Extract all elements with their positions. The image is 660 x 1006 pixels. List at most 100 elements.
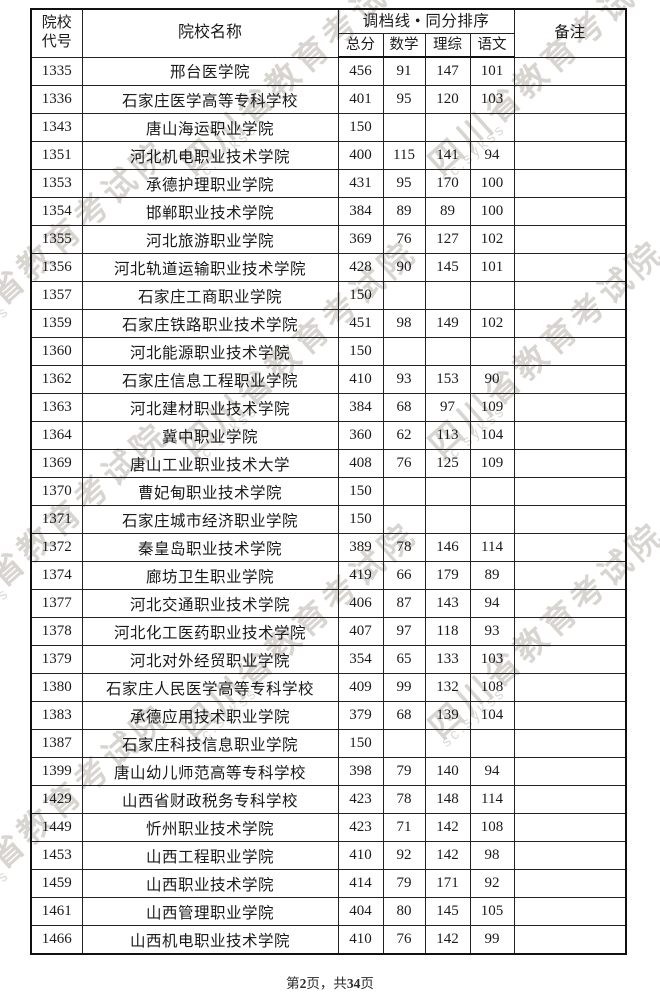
cell-code: 1359 [30, 309, 83, 338]
cell-note [513, 365, 627, 394]
watermark-text-en: sc.sykss [0, 584, 14, 651]
cell-math: 79 [382, 757, 426, 786]
cell-code: 1461 [30, 897, 83, 926]
cell-note [513, 309, 627, 338]
cell-chinese: 104 [469, 421, 515, 450]
table-row: 1357 石家庄工商职业学院 150 [30, 281, 627, 310]
cell-math: 95 [382, 169, 426, 198]
cell-total: 414 [337, 869, 384, 898]
cell-name: 石家庄科技信息职业学院 [81, 729, 339, 758]
cell-math [382, 113, 426, 142]
cell-science: 139 [424, 701, 471, 730]
cell-note [513, 337, 627, 366]
table-row: 1466 山西机电职业技术学院 410 76 142 99 [30, 925, 627, 955]
footer-prefix: 第 [286, 976, 300, 991]
cell-name: 邯郸职业技术学院 [81, 197, 339, 226]
watermark-text-en: sc.sykss [0, 302, 14, 369]
cell-science: 89 [424, 197, 471, 226]
cell-science [424, 729, 471, 758]
cell-science: 171 [424, 869, 471, 898]
cell-math: 89 [382, 197, 426, 226]
cell-name: 忻州职业技术学院 [81, 813, 339, 842]
table-row: 1351 河北机电职业技术学院 400 115 141 94 [30, 141, 627, 170]
cell-chinese: 102 [469, 309, 515, 338]
column-header-chinese: 语文 [469, 33, 515, 58]
cell-total: 401 [337, 85, 384, 114]
table-row: 1370 曹妃甸职业技术学院 150 [30, 477, 627, 506]
cell-note [513, 869, 627, 898]
cell-note [513, 197, 627, 226]
table-row: 1387 石家庄科技信息职业学院 150 [30, 729, 627, 758]
table-row: 1356 河北轨道运输职业技术学院 428 90 145 101 [30, 253, 627, 282]
cell-code: 1383 [30, 701, 83, 730]
column-header-name: 院校名称 [81, 8, 339, 58]
cell-math: 91 [382, 56, 426, 86]
watermark-text-en: sc.sykss [0, 866, 14, 933]
cell-math: 71 [382, 813, 426, 842]
table-header: 院校 代号 院校名称 调档线 • 同分排序 备注 总分 数学 理综 语文 [30, 8, 627, 58]
table-row: 1355 河北旅游职业学院 369 76 127 102 [30, 225, 627, 254]
cell-note [513, 113, 627, 142]
cell-code: 1343 [30, 113, 83, 142]
cell-total: 410 [337, 365, 384, 394]
cell-science: 145 [424, 253, 471, 282]
cell-code: 1360 [30, 337, 83, 366]
cell-code: 1377 [30, 589, 83, 618]
footer-current-page: 2 [299, 976, 307, 991]
cell-name: 河北轨道运输职业技术学院 [81, 253, 339, 282]
table-row: 1453 山西工程职业学院 410 92 142 98 [30, 841, 627, 870]
cell-science [424, 281, 471, 310]
cell-code: 1374 [30, 561, 83, 590]
cell-science: 118 [424, 617, 471, 646]
cell-note [513, 225, 627, 254]
cell-code: 1372 [30, 533, 83, 562]
cell-note [513, 421, 627, 450]
cell-note [513, 589, 627, 618]
column-header-code: 院校 代号 [30, 8, 83, 58]
cell-name: 河北机电职业技术学院 [81, 141, 339, 170]
cell-name: 石家庄城市经济职业学院 [81, 505, 339, 534]
table-row: 1369 唐山工业职业技术大学 408 76 125 109 [30, 449, 627, 478]
cell-math: 95 [382, 85, 426, 114]
column-header-note: 备注 [513, 8, 627, 58]
cell-name: 山西工程职业学院 [81, 841, 339, 870]
table-row: 1399 唐山幼儿师范高等专科学校 398 79 140 94 [30, 757, 627, 786]
table-row: 1383 承德应用技术职业学院 379 68 139 104 [30, 701, 627, 730]
cell-chinese: 105 [469, 897, 515, 926]
cell-note [513, 141, 627, 170]
cell-science: 120 [424, 85, 471, 114]
cell-total: 431 [337, 169, 384, 198]
cell-code: 1429 [30, 785, 83, 814]
cell-total: 150 [337, 505, 384, 534]
cell-note [513, 449, 627, 478]
cell-math: 98 [382, 309, 426, 338]
cell-chinese: 92 [469, 869, 515, 898]
cell-total: 400 [337, 141, 384, 170]
cell-science: 97 [424, 393, 471, 422]
cell-chinese: 94 [469, 141, 515, 170]
cell-chinese: 94 [469, 589, 515, 618]
cell-math: 76 [382, 925, 426, 955]
cell-total: 419 [337, 561, 384, 590]
cell-math: 78 [382, 533, 426, 562]
admission-score-table: 院校 代号 院校名称 调档线 • 同分排序 备注 总分 数学 理综 语文 133… [30, 8, 627, 955]
table-row: 1336 石家庄医学高等专科学校 401 95 120 103 [30, 85, 627, 114]
cell-code: 1354 [30, 197, 83, 226]
cell-name: 承德应用技术职业学院 [81, 701, 339, 730]
column-header-group: 调档线 • 同分排序 [337, 8, 515, 34]
cell-math: 80 [382, 897, 426, 926]
cell-code: 1379 [30, 645, 83, 674]
table-row: 1429 山西省财政税务专科学校 423 78 148 114 [30, 785, 627, 814]
cell-note [513, 561, 627, 590]
cell-chinese: 103 [469, 85, 515, 114]
table-row: 1364 冀中职业学院 360 62 113 104 [30, 421, 627, 450]
cell-chinese: 98 [469, 841, 515, 870]
cell-code: 1466 [30, 925, 83, 955]
cell-note [513, 729, 627, 758]
cell-code: 1459 [30, 869, 83, 898]
cell-chinese: 93 [469, 617, 515, 646]
table-row: 1354 邯郸职业技术学院 384 89 89 100 [30, 197, 627, 226]
cell-science: 143 [424, 589, 471, 618]
cell-code: 1335 [30, 56, 83, 86]
cell-code: 1370 [30, 477, 83, 506]
